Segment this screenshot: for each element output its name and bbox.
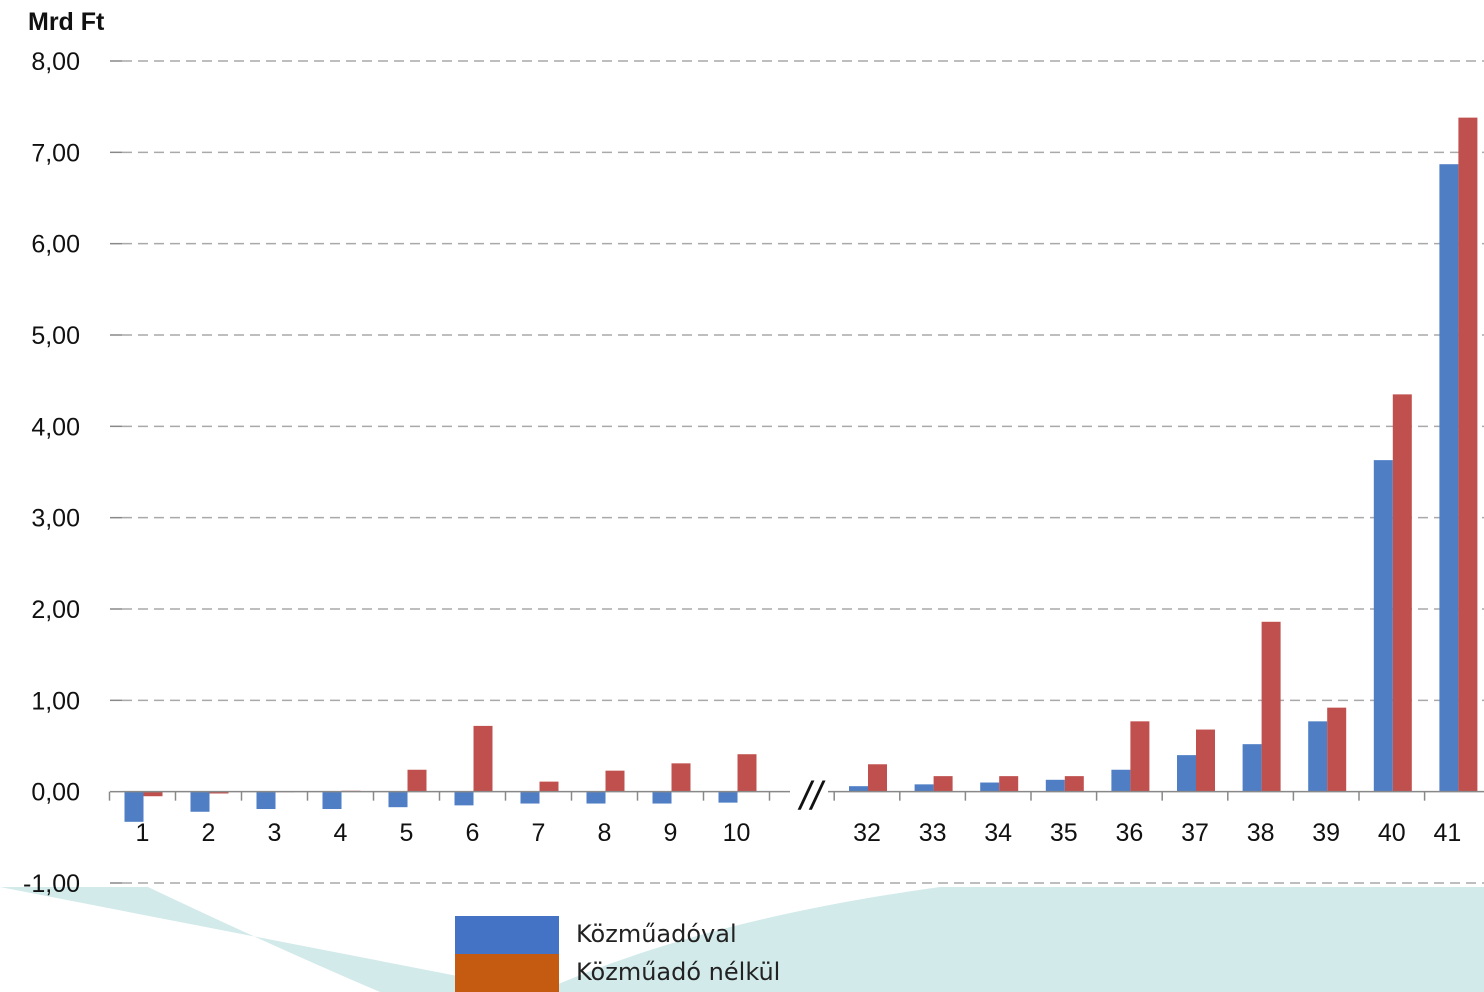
x-tick-label: 34 <box>984 819 1012 847</box>
bar-kozmuadoval-33 <box>914 784 934 792</box>
x-tick-label: 5 <box>400 819 414 847</box>
x-tick-label: 2 <box>202 819 216 847</box>
bar-kozmuado-nelkul-40 <box>1392 394 1412 792</box>
y-tick-label: 1,00 <box>31 687 80 715</box>
y-tick-label: 8,00 <box>31 48 80 76</box>
x-tick-label: 6 <box>466 819 480 847</box>
bar-kozmuado-nelkul-2 <box>209 791 229 794</box>
bar-kozmuado-nelkul-38 <box>1261 621 1281 792</box>
bar-kozmuado-nelkul-8 <box>605 770 625 792</box>
x-tick-label: 7 <box>532 819 546 847</box>
bar-kozmuadoval-9 <box>652 791 672 804</box>
x-tick-label: 35 <box>1050 819 1078 847</box>
axis-break-marker: // <box>797 775 826 819</box>
y-tick-labels: -1,00 0,00 1,00 2,00 3,00 4,00 5,00 6,00 7,00 8,0… <box>23 48 80 898</box>
bar-kozmuadoval-39 <box>1308 721 1328 792</box>
bar-kozmuadoval-1 <box>124 791 144 822</box>
bar-kozmuadoval-35 <box>1045 779 1065 792</box>
y-tick-label: 0,00 <box>31 779 80 807</box>
y-tick-label: 5,00 <box>31 322 80 350</box>
bar-kozmuadoval-6 <box>454 791 474 806</box>
bar-kozmuadoval-40 <box>1373 460 1393 792</box>
bar-kozmuado-nelkul-7 <box>539 781 559 792</box>
bar-kozmuado-nelkul-9 <box>671 763 691 792</box>
bar-kozmuadoval-8 <box>586 791 606 804</box>
bar-kozmuado-nelkul-1 <box>143 791 163 797</box>
x-tick-label: 41 <box>1433 819 1461 847</box>
bar-kozmuado-nelkul-5 <box>407 769 427 792</box>
bar-kozmuado-nelkul-36 <box>1130 721 1150 792</box>
legend-label: Közműadóval <box>576 920 737 948</box>
bar-kozmuado-nelkul-32 <box>868 764 887 792</box>
y-tick-label: 2,00 <box>31 596 80 624</box>
bar-kozmuado-nelkul-37 <box>1196 729 1215 792</box>
bar-kozmuadoval-32 <box>849 786 868 792</box>
legend-label: Közműadó nélkül <box>576 958 781 986</box>
bar-kozmuadoval-36 <box>1111 769 1131 792</box>
decorative-wave-background <box>0 887 1484 992</box>
x-tick-label: 1 <box>136 819 150 847</box>
x-tick-label: 40 <box>1378 819 1406 847</box>
bar-kozmuadoval-2 <box>190 791 210 812</box>
bar-kozmuado-nelkul-35 <box>1064 776 1084 792</box>
x-tick-label: 38 <box>1247 819 1275 847</box>
bar-kozmuado-nelkul-10 <box>737 754 757 792</box>
legend-swatch-blue <box>455 916 559 954</box>
bar-kozmuado-nelkul-33 <box>933 776 953 792</box>
legend-swatch-orange <box>455 954 559 992</box>
bars <box>124 117 1478 822</box>
bar-kozmuadoval-38 <box>1242 744 1262 792</box>
x-axis: // <box>108 775 1484 819</box>
x-tick-label: 37 <box>1181 819 1209 847</box>
y-tick-label: 6,00 <box>31 231 80 259</box>
x-tick-label: 33 <box>919 819 947 847</box>
x-tick-labels: 1 2 3 4 5 6 7 8 9 10 32 33 34 35 36 37 38 39 40 41 <box>136 819 1462 847</box>
bar-kozmuadoval-37 <box>1177 755 1196 792</box>
x-tick-label: 39 <box>1312 819 1340 847</box>
bar-kozmuadoval-7 <box>520 791 540 804</box>
bar-kozmuadoval-3 <box>256 791 276 810</box>
bar-kozmuadoval-4 <box>322 791 342 810</box>
bar-kozmuadoval-5 <box>388 791 408 808</box>
bar-kozmuado-nelkul-39 <box>1327 707 1347 792</box>
y-tick-label: 4,00 <box>31 413 80 441</box>
bar-kozmuado-nelkul-34 <box>999 776 1019 792</box>
y-axis-title: Mrd Ft <box>28 8 105 36</box>
x-tick-label: 32 <box>853 819 881 847</box>
x-tick-label: 9 <box>664 819 678 847</box>
y-tick-label: 7,00 <box>31 139 80 167</box>
y-tick-label: 3,00 <box>31 505 80 533</box>
bar-kozmuadoval-41 <box>1439 164 1459 792</box>
bar-kozmuadoval-34 <box>980 782 1000 792</box>
x-tick-label: 8 <box>598 819 612 847</box>
gridlines <box>110 60 1484 884</box>
bar-kozmuado-nelkul-41 <box>1458 117 1478 792</box>
y-tick-label: -1,00 <box>23 870 80 898</box>
x-tick-label: 3 <box>268 819 282 847</box>
x-tick-label: 4 <box>334 819 348 847</box>
bar-kozmuadoval-10 <box>718 791 738 803</box>
x-tick-label: 36 <box>1115 819 1143 847</box>
x-tick-label: 10 <box>723 819 751 847</box>
bar-kozmuado-nelkul-6 <box>473 725 493 792</box>
